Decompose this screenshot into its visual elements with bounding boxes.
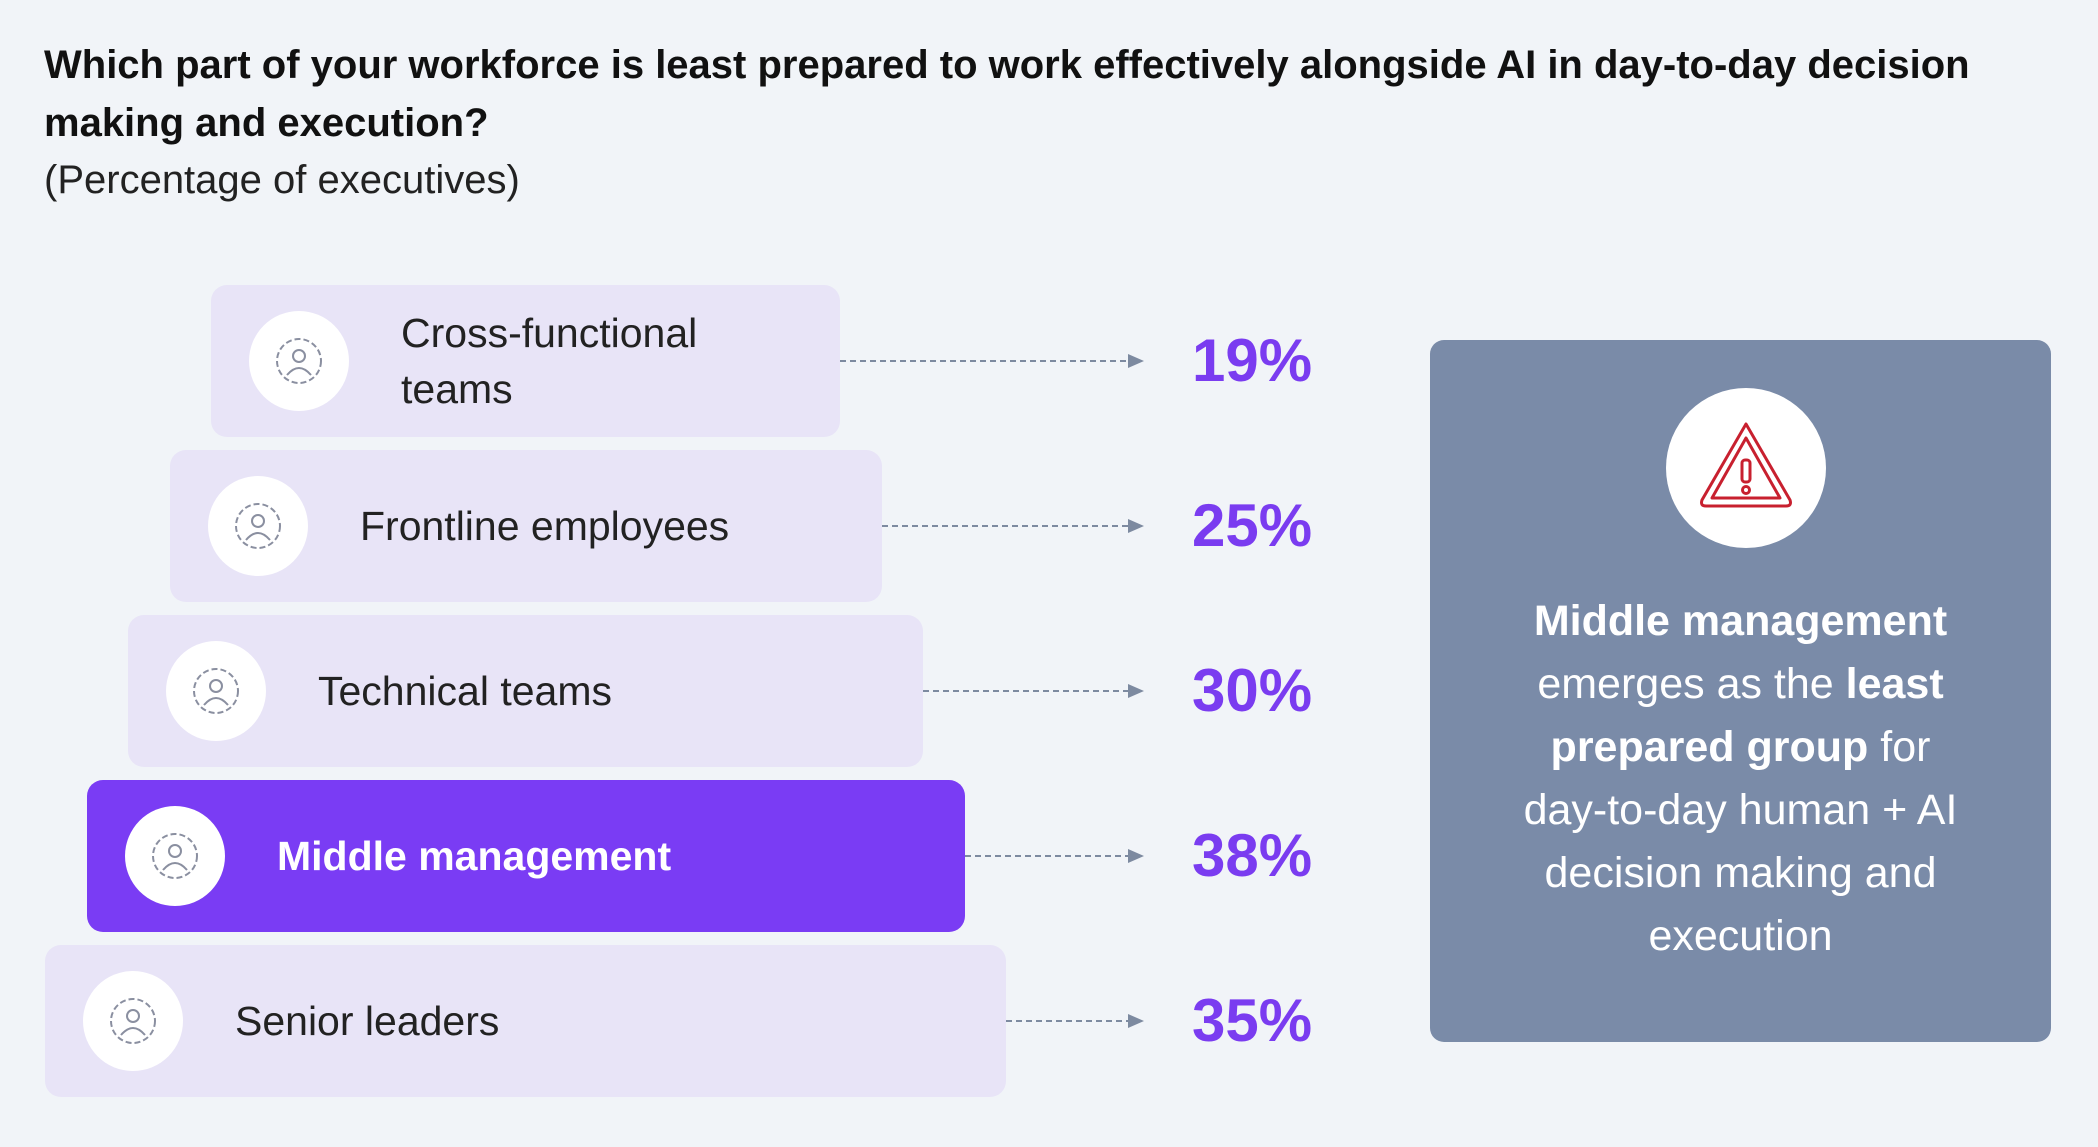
callout-segment: emerges as the	[1537, 660, 1846, 708]
row-box: Frontline employees	[170, 450, 882, 602]
callout-segment: decision making and	[1544, 849, 1937, 897]
row-icon	[166, 641, 266, 741]
callout-segment: for	[1868, 723, 1931, 771]
row-icon	[208, 476, 308, 576]
row-label: Senior leaders	[235, 998, 500, 1044]
row-label: Cross-functional teams	[401, 310, 698, 412]
arrow	[965, 849, 1144, 863]
row-icon	[249, 311, 349, 411]
row-label: Technical teams	[318, 668, 612, 714]
arrow	[840, 354, 1144, 368]
callout-segment: prepared group	[1550, 723, 1869, 771]
row-box: Cross-functional teams	[211, 285, 840, 437]
callout-segment: day-to-day human + AI	[1523, 786, 1958, 834]
row-value: 19%	[1192, 327, 1313, 394]
callout-box: Middle management emerges as the least pre…	[1430, 340, 2051, 1042]
row-box: Technical teams	[128, 615, 923, 767]
row-value: 35%	[1192, 987, 1313, 1054]
row-value: 25%	[1192, 492, 1313, 559]
arrow	[882, 519, 1144, 533]
callout-line: day-to-day human + AI	[1430, 779, 2051, 842]
callout-line: prepared group for	[1430, 716, 2051, 779]
callout-line: execution	[1430, 905, 2051, 968]
row-box: Middle management	[87, 780, 965, 932]
callout-segment: Middle management	[1533, 597, 1948, 645]
callout-line: Middle management	[1430, 590, 2051, 653]
row-icon	[125, 806, 225, 906]
subtitle: (Percentage of executives)	[44, 158, 520, 202]
callout-segment: execution	[1648, 912, 1833, 960]
warning-icon	[1666, 388, 1826, 548]
row-label: Middle management	[277, 833, 672, 879]
arrow	[1006, 1014, 1144, 1028]
callout-text: Middle management emerges as the least pre…	[1430, 590, 2051, 968]
title: Which part of your workforce is least pr…	[44, 43, 1970, 145]
row-box: Senior leaders	[45, 945, 1006, 1097]
row-icon	[83, 971, 183, 1071]
callout-line: emerges as the least	[1430, 653, 2051, 716]
callout-segment: least	[1845, 660, 1944, 708]
row-value: 30%	[1192, 657, 1313, 724]
callout-line: decision making and	[1430, 842, 2051, 905]
arrow	[923, 684, 1144, 698]
row-label: Frontline employees	[360, 503, 730, 549]
row-value: 38%	[1192, 822, 1313, 889]
